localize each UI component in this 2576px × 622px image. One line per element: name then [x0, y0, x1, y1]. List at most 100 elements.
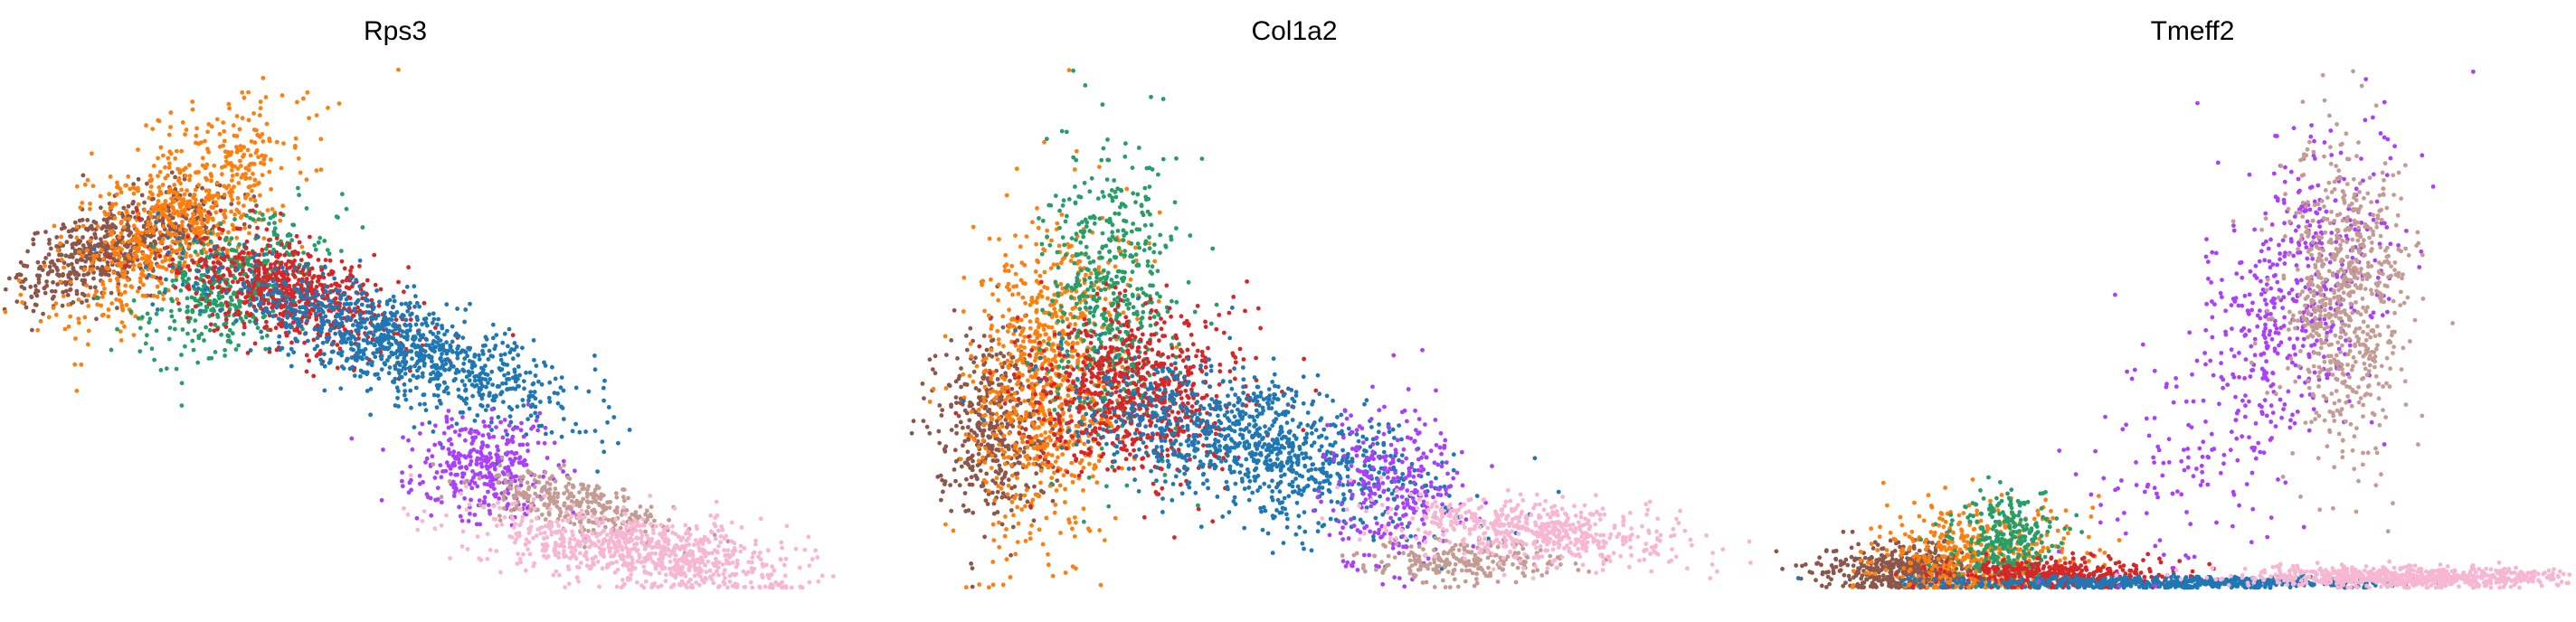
scatter-point — [372, 252, 377, 258]
scatter-point — [115, 285, 120, 289]
scatter-point — [435, 393, 440, 399]
scatter-point — [592, 542, 597, 547]
scatter-point — [477, 353, 481, 358]
scatter-point — [136, 188, 140, 193]
scatter-point — [564, 510, 569, 514]
scatter-point — [87, 242, 92, 248]
scatter-point — [269, 157, 273, 162]
scatter-point — [463, 465, 469, 469]
scatter-point — [494, 425, 498, 429]
scatter-point — [693, 538, 698, 542]
scatter-point — [455, 306, 459, 311]
scatter-point — [318, 357, 323, 363]
scatter-point — [168, 151, 174, 156]
scatter-point — [339, 249, 344, 253]
scatter-point — [168, 110, 174, 115]
scatter-point — [643, 544, 649, 550]
scatter-point — [542, 494, 547, 498]
scatter-point — [488, 377, 493, 382]
scatter-point — [472, 378, 478, 383]
scatter-point — [166, 250, 171, 255]
scatter-point — [304, 287, 309, 292]
scatter-point — [231, 291, 236, 297]
scatter-point — [526, 393, 532, 399]
scatter-point — [550, 364, 554, 370]
scatter-point — [448, 466, 453, 471]
scatter-point — [261, 157, 267, 162]
scatter-point — [25, 249, 30, 254]
scatter-point — [90, 260, 95, 266]
scatter-point — [167, 227, 173, 232]
scatter-point — [226, 184, 232, 188]
scatter-point — [634, 580, 639, 585]
scatter-point — [372, 325, 377, 329]
scatter-point — [170, 257, 175, 262]
scatter-point — [204, 220, 210, 224]
scatter-point — [813, 548, 818, 553]
scatter-point — [260, 310, 266, 316]
scatter-point — [645, 508, 649, 514]
scatter-point — [154, 247, 159, 252]
scatter-point — [298, 258, 304, 262]
scatter-point — [107, 255, 112, 259]
scatter-point — [183, 344, 187, 349]
scatter-point — [546, 395, 552, 401]
scatter-point — [202, 338, 206, 343]
scatter-point — [144, 123, 148, 128]
scatter-point — [494, 394, 498, 399]
scatter-point — [481, 504, 487, 509]
scatter-point — [547, 506, 553, 512]
scatter-point — [353, 337, 358, 342]
scatter-point — [622, 540, 628, 544]
scatter-point — [332, 305, 337, 310]
scatter-point — [376, 376, 382, 382]
scatter-point — [524, 370, 528, 375]
scatter-point — [125, 244, 130, 250]
scatter-point — [546, 510, 552, 515]
scatter-point — [450, 339, 455, 344]
scatter-point — [498, 419, 503, 425]
scatter-point — [715, 585, 721, 589]
scatter-point — [53, 312, 59, 317]
scatter-point — [668, 559, 673, 564]
scatter-point — [203, 138, 207, 144]
scatter-point — [771, 583, 775, 589]
scatter-point — [345, 307, 350, 313]
scatter-point — [191, 259, 196, 265]
scatter-point — [494, 549, 499, 553]
scatter-point — [430, 320, 435, 325]
scatter-point — [402, 362, 408, 367]
scatter-point — [438, 356, 443, 362]
scatter-point — [457, 504, 461, 510]
scatter-point — [72, 250, 78, 256]
scatter-point — [444, 340, 449, 344]
scatter-point — [253, 321, 259, 326]
scatter-point — [542, 502, 547, 506]
scatter-point — [688, 577, 693, 582]
scatter-point — [732, 546, 737, 551]
scatter-point — [707, 574, 713, 580]
scatter-point — [260, 335, 265, 340]
scatter-point — [108, 174, 113, 179]
scatter-point — [99, 205, 103, 211]
scatter-point — [422, 361, 427, 366]
scatter-point — [463, 307, 469, 312]
scatter-point — [51, 279, 55, 285]
scatter-point — [480, 440, 485, 445]
scatter-point — [536, 423, 542, 429]
scatter-point — [109, 290, 114, 296]
scatter-point — [52, 288, 58, 294]
scatter-point — [265, 334, 270, 338]
scatter-point — [250, 278, 255, 283]
scatter-point — [141, 282, 146, 287]
scatter-point — [235, 166, 241, 171]
scatter-point — [472, 480, 478, 485]
scatter-point — [232, 212, 237, 217]
scatter-point — [545, 456, 550, 460]
scatter-point — [214, 180, 220, 185]
scatter-point — [516, 364, 521, 369]
scatter-point — [230, 167, 234, 173]
scatter-point — [268, 274, 273, 279]
scatter-point — [584, 491, 590, 496]
scatter-point — [622, 560, 627, 565]
